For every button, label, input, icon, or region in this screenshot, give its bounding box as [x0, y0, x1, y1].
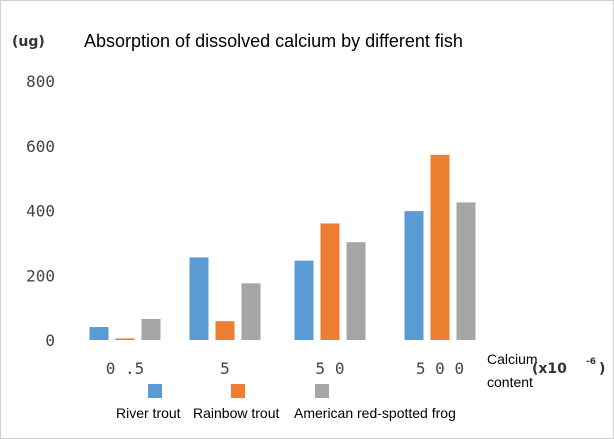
x-axis-label: Calcium: [487, 351, 538, 367]
x-axis-label: content: [487, 374, 533, 390]
chart-title: Absorption of dissolved calcium by diffe…: [84, 31, 463, 51]
bar: [294, 260, 314, 340]
bar: [215, 321, 235, 340]
x-axis-ticks: 0 .5 5 5 0 5 0 0: [106, 359, 464, 378]
legend-swatch: [148, 384, 162, 398]
bar: [430, 154, 450, 340]
bar: [320, 223, 340, 340]
legend-label: American red-spotted frog: [294, 405, 456, 421]
y-axis-ticks: 0 200 400 600 800: [26, 72, 55, 350]
x-tick-label: 5 0 0: [416, 359, 464, 378]
bar: [189, 257, 209, 340]
y-tick-label: 200: [26, 266, 55, 285]
y-tick-label: 0: [45, 331, 55, 350]
x-axis-unit-close: ): [599, 361, 605, 377]
y-axis-unit-label: (ug): [12, 34, 45, 50]
x-tick-label: 5: [220, 359, 230, 378]
x-axis-title: Calcium content(x10 -6): [487, 351, 605, 390]
bar: [89, 327, 109, 340]
bar: [404, 211, 424, 340]
y-tick-label: 400: [26, 202, 55, 221]
legend-label: River trout: [116, 405, 181, 421]
x-axis-unit-exponent: -6: [586, 357, 596, 367]
bars: [89, 154, 476, 340]
legend-swatch: [231, 384, 245, 398]
x-tick-label: 5 0: [316, 359, 345, 378]
bar: [115, 338, 135, 340]
y-tick-label: 800: [26, 72, 55, 91]
x-axis-unit: (x10: [532, 361, 567, 377]
bar: [241, 283, 261, 340]
y-tick-label: 600: [26, 137, 55, 156]
legend: River trout Rainbow trout American red-spo…: [116, 384, 456, 421]
legend-label: Rainbow trout: [193, 405, 279, 421]
bar: [141, 318, 161, 340]
bar: [346, 242, 366, 340]
bar: [456, 202, 476, 340]
legend-swatch: [315, 384, 329, 398]
x-tick-label: 0 .5: [106, 359, 145, 378]
